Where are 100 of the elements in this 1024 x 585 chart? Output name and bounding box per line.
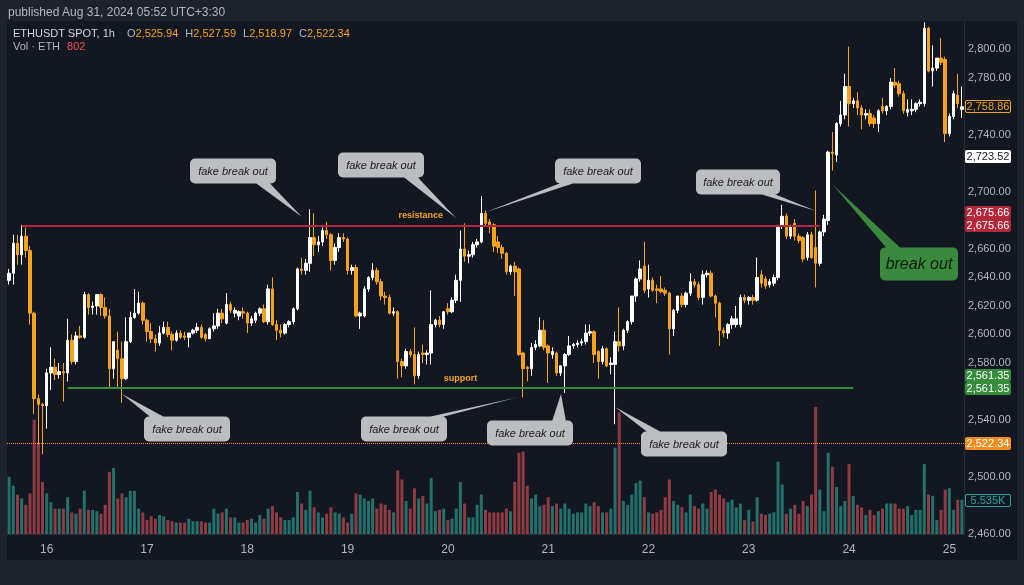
bar <box>743 520 747 534</box>
bar <box>830 466 834 534</box>
candlestick <box>262 304 266 324</box>
candlestick <box>956 73 959 109</box>
bar <box>697 508 701 534</box>
bar <box>634 483 638 534</box>
y-tick-label: 2,600.00 <box>968 327 1011 340</box>
bar <box>509 511 513 534</box>
text: 2,675.66 <box>965 218 1011 232</box>
bar <box>901 508 905 534</box>
bar <box>396 470 400 534</box>
annotation: fake break out <box>495 427 566 439</box>
bar <box>847 464 851 534</box>
bar <box>496 512 500 534</box>
candlestick <box>530 342 533 377</box>
y-tick-label: 2,620.00 <box>968 298 1011 311</box>
candlestick <box>417 351 420 380</box>
y-tick-label: 2,580.00 <box>968 355 1011 368</box>
bar <box>672 500 676 534</box>
bar <box>655 512 659 534</box>
bar <box>371 498 375 534</box>
bar <box>492 512 496 534</box>
bar <box>28 493 32 534</box>
bar <box>885 503 889 534</box>
bar <box>814 407 818 534</box>
candlestick <box>538 316 542 348</box>
bar <box>960 499 964 534</box>
bar <box>467 517 471 534</box>
candlestick <box>53 358 57 381</box>
bar <box>709 492 713 534</box>
candlestick <box>124 316 128 381</box>
bar <box>229 517 233 534</box>
bar <box>20 498 24 534</box>
bar <box>835 487 839 534</box>
candlestick <box>78 325 82 340</box>
bar <box>178 522 182 534</box>
bar <box>220 512 224 534</box>
bar <box>241 522 245 534</box>
bar <box>387 509 391 534</box>
annotation: C2,522.34 <box>299 27 350 40</box>
annotation: fake break out <box>346 159 417 171</box>
bar <box>596 506 600 534</box>
candlestick <box>404 348 408 370</box>
x-tick-label: 21 <box>541 542 556 556</box>
bar <box>224 508 228 534</box>
candlestick <box>229 301 232 314</box>
candlestick <box>647 264 650 298</box>
candlestick <box>220 308 224 324</box>
candlestick <box>914 101 918 113</box>
bar <box>312 507 316 534</box>
bar <box>747 509 751 534</box>
bar <box>651 513 655 534</box>
bar <box>358 494 362 534</box>
bar <box>421 495 425 534</box>
candlestick <box>806 231 809 261</box>
bar <box>187 518 191 534</box>
y-tick-label: 2,500.00 <box>968 469 1011 482</box>
candlestick <box>308 208 312 273</box>
bar <box>563 503 567 534</box>
bar <box>876 511 880 534</box>
candlestick <box>66 318 69 383</box>
candlestick <box>312 212 316 257</box>
candlestick <box>584 324 588 345</box>
bar <box>855 504 859 534</box>
bar <box>768 513 772 534</box>
bar <box>204 522 207 534</box>
bar <box>843 500 847 534</box>
candlestick <box>551 346 554 360</box>
bar <box>872 514 876 534</box>
bar <box>956 499 960 534</box>
text: 2,561.35 <box>965 368 1011 382</box>
bar <box>53 508 57 534</box>
candlestick <box>927 26 930 73</box>
text: 2,522.34 <box>965 437 1011 451</box>
bar <box>801 500 805 534</box>
candlestick <box>446 302 450 316</box>
candlestick <box>492 222 496 253</box>
bar <box>412 488 416 534</box>
candlestick <box>57 362 61 380</box>
y-tick-label: 2,460.00 <box>968 526 1011 539</box>
bar <box>199 521 203 534</box>
bar <box>308 490 312 534</box>
bar <box>638 480 642 534</box>
bar <box>471 517 475 534</box>
candlestick <box>701 269 705 306</box>
bar <box>350 513 354 534</box>
bar <box>764 514 767 534</box>
annotation: 802 <box>67 40 86 53</box>
bar <box>868 509 872 534</box>
bar <box>438 509 442 534</box>
bar <box>550 506 554 534</box>
bar <box>605 512 609 534</box>
bar <box>500 512 504 534</box>
bar <box>74 513 78 534</box>
bar <box>132 490 136 534</box>
candlestick <box>350 264 354 276</box>
bar <box>889 503 893 534</box>
bar <box>149 516 153 534</box>
candlestick <box>195 322 199 334</box>
bar <box>897 508 901 534</box>
